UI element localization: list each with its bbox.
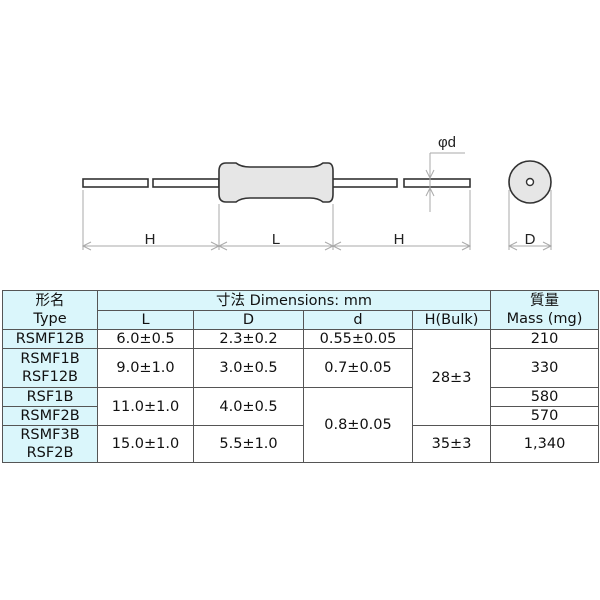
h-cell: 28±3 bbox=[411, 329, 492, 426]
lead-d-cell: 0.7±0.05 bbox=[303, 348, 413, 388]
l-cell: 9.0±1.0 bbox=[97, 348, 194, 388]
mass-cell: 580 bbox=[490, 387, 600, 407]
d-cell: 2.3±0.2 bbox=[193, 329, 304, 349]
resistor-dimension-diagram: H L H φd D bbox=[81, 134, 553, 251]
l-cell: 11.0±1.0 bbox=[97, 387, 194, 426]
type-cell: RSF1B bbox=[2, 387, 98, 407]
label-d: D bbox=[525, 231, 536, 248]
table-row: RSMF12B 6.0±0.5 2.3±0.2 0.55±0.05 28±3 2… bbox=[2, 329, 600, 426]
header-type: 形名 Type bbox=[2, 290, 98, 330]
type-cell: RSMF12B bbox=[2, 329, 98, 349]
lead-right-outer bbox=[403, 178, 471, 188]
lead-d-cell: 0.8±0.05 bbox=[303, 387, 413, 463]
table-row: RSMF2B 570 bbox=[2, 406, 600, 426]
label-h-left: H bbox=[145, 231, 156, 248]
l-cell: 6.0±0.5 bbox=[97, 329, 194, 349]
lead-left-outer bbox=[82, 178, 149, 188]
header-lead-d: d bbox=[303, 310, 413, 330]
type-cell: RSMF3B RSF2B bbox=[2, 425, 98, 463]
label-l: L bbox=[272, 231, 280, 248]
lead-cross-section bbox=[525, 177, 535, 187]
d-cell: 5.5±1.0 bbox=[193, 425, 304, 463]
header-h-bulk: H(Bulk) bbox=[411, 310, 492, 330]
l-cell: 15.0±1.0 bbox=[97, 425, 194, 463]
header-mass: 質量 Mass (mg) bbox=[490, 290, 600, 330]
table-row: RSMF1B RSF12B 9.0±1.0 3.0±0.5 0.7±0.05 33… bbox=[2, 348, 600, 388]
label-h-right: H bbox=[394, 231, 405, 248]
resistor-body bbox=[218, 162, 334, 203]
lead-left-inner bbox=[152, 178, 220, 188]
mass-cell: 210 bbox=[490, 329, 600, 349]
type-cell: RSMF1B RSF12B bbox=[2, 348, 98, 388]
header-dimensions: 寸法 Dimensions: mm bbox=[96, 290, 492, 311]
table-row: RSMF3B RSF2B 15.0±1.0 5.5±1.0 35±3 1,340 bbox=[2, 425, 600, 463]
mass-cell: 330 bbox=[490, 348, 600, 388]
table-row: RSF1B 11.0±1.0 4.0±0.5 0.8±0.05 580 bbox=[2, 387, 600, 463]
dimensions-table: 形名 Type 寸法 Dimensions: mm 質量 Mass (mg) L D… bbox=[2, 290, 600, 463]
mass-cell: 570 bbox=[490, 406, 600, 426]
d-cell: 4.0±0.5 bbox=[193, 387, 304, 426]
h-cell: 35±3 bbox=[411, 425, 492, 463]
type-cell: RSMF2B bbox=[2, 406, 98, 426]
label-phi-d: φd bbox=[438, 134, 456, 151]
mass-cell: 1,340 bbox=[490, 425, 600, 463]
lead-right-inner bbox=[330, 178, 398, 188]
d-cell: 3.0±0.5 bbox=[193, 348, 304, 388]
lead-d-cell: 0.55±0.05 bbox=[303, 329, 413, 349]
header-l: L bbox=[97, 310, 194, 330]
header-d: D bbox=[193, 310, 304, 330]
